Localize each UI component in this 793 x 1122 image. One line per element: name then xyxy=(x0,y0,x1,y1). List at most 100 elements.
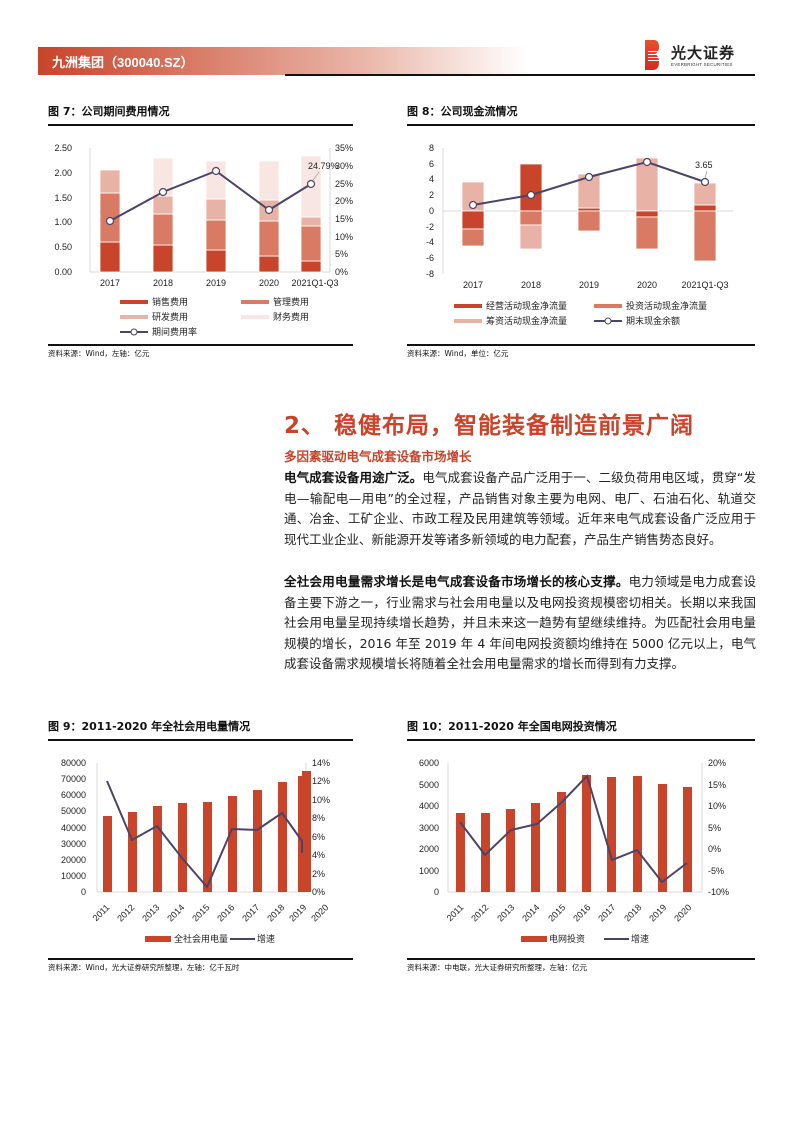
svg-text:2013: 2013 xyxy=(495,902,516,923)
svg-text:-2: -2 xyxy=(426,222,434,232)
figure-9-title: 图 9：2011-2020 年全社会用电量情况 xyxy=(48,720,251,733)
svg-text:期末现金余额: 期末现金余额 xyxy=(626,315,680,327)
brand-logo: 光大证券 EVERBRIGHT SECURITIES xyxy=(645,40,760,74)
figure-10-bars xyxy=(456,775,692,892)
svg-text:2016: 2016 xyxy=(215,902,236,923)
figure-10-x-labels: 2011 2012 2013 2014 2015 2016 2017 2018 … xyxy=(445,902,694,923)
figure-10-title-rule xyxy=(407,739,755,741)
svg-text:2.00: 2.00 xyxy=(54,168,72,178)
figure-10-source: 资料来源：中电联，光大证券研究所整理，左轴：亿元 xyxy=(407,963,587,972)
svg-text:2017: 2017 xyxy=(596,902,617,923)
svg-text:经营活动现金净流量: 经营活动现金净流量 xyxy=(486,300,567,312)
figure-9-source: 资料来源：Wind，光大证券研究所整理，左轴：亿千瓦时 xyxy=(48,963,240,972)
svg-text:2013: 2013 xyxy=(140,902,161,923)
figure-9: 图 9：2011-2020 年全社会用电量情况 80000 70000 6000… xyxy=(48,718,353,978)
figure-7-source-rule xyxy=(48,344,353,346)
figure-8-x-labels: 2017 2018 2019 2020 2021Q1-Q3 xyxy=(463,280,729,290)
svg-text:研发费用: 研发费用 xyxy=(152,311,188,323)
figure-7: 图 7：公司期间费用情况 2.50 2.00 1.50 1.00 0.50 0.… xyxy=(48,103,353,363)
svg-text:2020: 2020 xyxy=(672,902,693,923)
right-axis-ticks: 14% 12% 10% 8% 6% 4% 2% 0% xyxy=(312,758,330,897)
svg-text:0%: 0% xyxy=(708,844,721,854)
svg-text:-5%: -5% xyxy=(708,866,724,876)
svg-text:6000: 6000 xyxy=(419,758,439,768)
svg-text:35%: 35% xyxy=(335,143,353,153)
figure-8-legend: 经营活动现金净流量 投资活动现金净流量 筹资活动现金净流量 期末现金余额 xyxy=(454,300,707,327)
figure-8-chart: 8 6 4 2 0 -2 -4 -6 -8 xyxy=(426,143,733,327)
svg-text:-4: -4 xyxy=(426,237,434,247)
svg-text:0.50: 0.50 xyxy=(54,242,72,252)
svg-text:2015: 2015 xyxy=(190,902,211,923)
right-axis-ticks: 35% 30% 25% 20% 15% 10% 5% 0% xyxy=(335,143,353,277)
svg-text:0.00: 0.00 xyxy=(54,267,72,277)
figure-9-source-rule xyxy=(48,958,353,960)
svg-text:4%: 4% xyxy=(312,850,325,860)
svg-text:2000: 2000 xyxy=(419,844,439,854)
left-axis-ticks: 2.50 2.00 1.50 1.00 0.50 0.00 xyxy=(54,143,72,277)
figure-7-rate-line: 24.79% xyxy=(105,161,339,226)
svg-text:2018: 2018 xyxy=(622,902,643,923)
svg-text:2012: 2012 xyxy=(115,902,136,923)
section-subheading: 多因素驱动电气成套设备市场增长 xyxy=(284,449,472,464)
paragraph-2: 全社会用电量需求增长是电气成套设备市场增长的核心支撑。电力领域是电力成套设备主要… xyxy=(284,572,756,675)
svg-text:8%: 8% xyxy=(312,813,325,823)
svg-text:10%: 10% xyxy=(708,801,726,811)
figure-10-legend: 电网投资 增速 xyxy=(521,933,649,945)
figure-8-annotation: 3.65 xyxy=(695,160,713,170)
figure-7-annotation: 24.79% xyxy=(308,161,339,171)
svg-text:2021Q1-Q3: 2021Q1-Q3 xyxy=(681,280,728,290)
svg-text:2014: 2014 xyxy=(520,902,541,923)
brand-name-cn: 光大证券 xyxy=(671,44,736,62)
svg-text:14%: 14% xyxy=(312,758,330,768)
svg-text:2020: 2020 xyxy=(259,278,279,288)
figure-8-source: 资料来源：Wind，单位：亿元 xyxy=(407,349,509,358)
svg-text:2017: 2017 xyxy=(240,902,261,923)
svg-text:3000: 3000 xyxy=(419,823,439,833)
svg-text:增速: 增速 xyxy=(257,933,275,945)
svg-text:2019: 2019 xyxy=(647,902,668,923)
svg-text:2020: 2020 xyxy=(637,280,657,290)
figure-9-x-labels: 2011 2012 2013 2014 2015 2016 2017 2018 … xyxy=(91,902,331,923)
svg-text:管理费用: 管理费用 xyxy=(273,296,309,308)
svg-text:0: 0 xyxy=(429,206,434,216)
svg-text:1.50: 1.50 xyxy=(54,193,72,203)
svg-text:5000: 5000 xyxy=(419,780,439,790)
svg-text:30%: 30% xyxy=(335,161,353,171)
svg-text:-8: -8 xyxy=(426,269,434,279)
svg-text:2018: 2018 xyxy=(153,278,173,288)
svg-text:2.50: 2.50 xyxy=(54,143,72,153)
figure-10: 图 10：2011-2020 年全国电网投资情况 6000 5000 4000 … xyxy=(407,718,755,978)
everbright-logo-icon xyxy=(645,40,659,70)
svg-text:2011: 2011 xyxy=(445,902,466,923)
svg-text:20%: 20% xyxy=(335,196,353,206)
svg-text:筹资活动现金净流量: 筹资活动现金净流量 xyxy=(486,315,567,327)
svg-text:2020: 2020 xyxy=(309,902,330,923)
svg-text:20000: 20000 xyxy=(61,855,86,865)
figure-8-title-rule xyxy=(407,124,755,126)
svg-text:40000: 40000 xyxy=(61,823,86,833)
paragraph-1: 电气成套设备用途广泛。电气成套设备产品广泛用于一、二级负荷用电区域，贯穿“发电—… xyxy=(284,468,756,550)
svg-text:20%: 20% xyxy=(708,758,726,768)
svg-text:2018: 2018 xyxy=(265,902,286,923)
svg-text:0%: 0% xyxy=(312,887,325,897)
svg-text:6: 6 xyxy=(429,159,434,169)
svg-text:增速: 增速 xyxy=(631,933,649,945)
figure-8: 图 8：公司现金流情况 8 6 4 2 0 -2 -4 -6 -8 xyxy=(407,103,755,363)
figure-7-chart: 2.50 2.00 1.50 1.00 0.50 0.00 35% 30% 25… xyxy=(54,143,353,338)
svg-text:2015: 2015 xyxy=(546,902,567,923)
figure-10-growth-line xyxy=(459,774,688,884)
figure-7-bars xyxy=(99,155,322,273)
svg-text:30000: 30000 xyxy=(61,839,86,849)
figure-9-legend: 全社会用电量 增速 xyxy=(145,933,275,945)
paragraph-2-lead: 全社会用电量需求增长是电气成套设备市场增长的核心支撑。 xyxy=(284,574,629,589)
svg-text:10%: 10% xyxy=(312,795,330,805)
svg-text:0: 0 xyxy=(81,887,86,897)
svg-text:1000: 1000 xyxy=(419,866,439,876)
section-heading: 2、 稳健布局，智能装备制造前景广阔 xyxy=(284,413,695,439)
svg-text:期间费用率: 期间费用率 xyxy=(152,326,197,338)
header-bar: 九洲集团（300040.SZ） xyxy=(38,47,528,75)
svg-text:25%: 25% xyxy=(335,179,353,189)
svg-text:5%: 5% xyxy=(335,249,348,259)
svg-text:2019: 2019 xyxy=(579,280,599,290)
svg-text:销售费用: 销售费用 xyxy=(152,296,188,308)
